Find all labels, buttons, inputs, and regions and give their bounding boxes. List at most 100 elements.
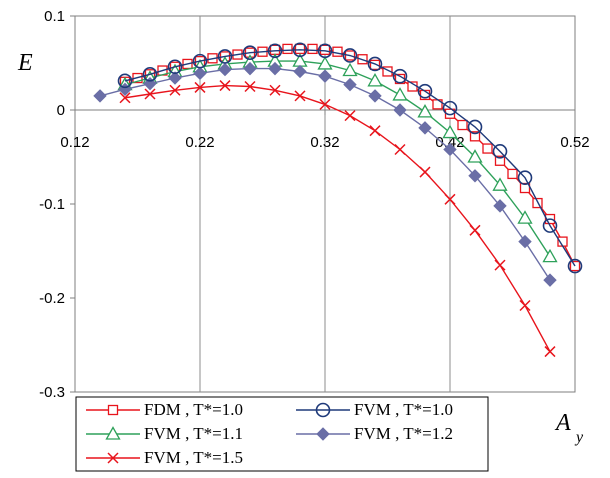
data-point: [482, 143, 493, 154]
data-point: [418, 121, 432, 135]
x-tick-label: 0.22: [185, 134, 214, 151]
data-point: [507, 168, 518, 180]
series-4: [93, 61, 557, 287]
data-point: [269, 44, 281, 55]
data-point: [468, 169, 482, 183]
data-point: [292, 42, 308, 58]
series-2: [117, 42, 583, 274]
legend-marker: [315, 402, 331, 418]
data-point: [493, 199, 507, 213]
data-point: [269, 84, 281, 96]
data-point: [243, 61, 257, 76]
data-point: [369, 59, 381, 71]
legend-item: FVM , T*=1.2: [296, 424, 453, 443]
x-tick-labels: 0.12 0.22 0.32 0.42 0.52: [60, 134, 589, 151]
legend-marker: [107, 452, 119, 464]
data-point: [294, 90, 306, 102]
data-point: [467, 149, 483, 163]
legend-marker: [316, 427, 330, 441]
data-point: [492, 177, 508, 191]
x-tick-label: 0.32: [310, 134, 339, 151]
x-axis-label: A y: [554, 410, 584, 446]
data-point: [342, 48, 358, 63]
legend-label: FVM , T*=1.5: [144, 448, 243, 467]
y-tick-labels: 0.1 0 -0.1 -0.2 -0.3: [39, 8, 65, 401]
legend-marker: [107, 404, 119, 416]
data-point: [318, 69, 332, 83]
data-point: [267, 43, 283, 59]
data-point: [469, 131, 481, 142]
x-axis-label-main: A: [554, 410, 571, 436]
data-point: [268, 61, 282, 76]
data-point: [369, 125, 381, 137]
data-point: [569, 260, 581, 272]
y-tick-label: -0.3: [39, 384, 65, 401]
series-line: [124, 84, 551, 352]
data-point: [393, 103, 407, 117]
data-point: [442, 100, 458, 116]
data-point: [467, 119, 483, 135]
x-tick-label: 0.42: [435, 134, 464, 151]
data-point: [117, 73, 133, 89]
data-point: [244, 80, 256, 93]
series-5: [119, 80, 556, 358]
data-point: [194, 81, 206, 93]
data-point: [144, 88, 156, 100]
x-tick-label: 0.52: [560, 134, 589, 151]
legend-label: FVM , T*=1.0: [354, 400, 453, 419]
legend-label: FVM , T*=1.2: [354, 424, 453, 443]
legend: FDM , T*=1.0 FVM , T*=1.0 FVM , T*=1.1 FVM …: [75, 396, 489, 472]
data-point: [542, 218, 558, 233]
data-point: [119, 92, 131, 104]
legend-marker: [105, 426, 121, 440]
data-point: [294, 43, 306, 55]
data-point: [494, 259, 506, 271]
data-point: [442, 124, 458, 139]
data-point: [307, 43, 318, 55]
legend-item: FVM , T*=1.5: [86, 448, 243, 467]
data-point: [469, 224, 481, 236]
data-point: [518, 234, 532, 249]
data-point: [368, 89, 382, 103]
data-point: [319, 98, 331, 110]
y-tick-label: -0.1: [39, 196, 65, 213]
data-point: [332, 46, 343, 57]
data-point: [519, 299, 531, 312]
legend-item: FVM , T*=1.0: [296, 400, 453, 419]
y-tick-label: 0.1: [44, 8, 65, 25]
data-point: [317, 56, 333, 70]
y-tick-label: 0: [57, 102, 65, 119]
legend-label: FVM , T*=1.1: [144, 424, 243, 443]
data-point: [367, 56, 383, 72]
data-point: [567, 258, 583, 274]
data-point: [218, 62, 232, 77]
data-point: [392, 87, 408, 101]
data-point: [317, 43, 333, 59]
data-point: [394, 143, 406, 156]
axes: [70, 15, 576, 393]
data-point: [219, 80, 231, 92]
legend-box: [75, 396, 489, 472]
x-tick-label: 0.12: [60, 134, 89, 151]
data-point: [517, 210, 533, 224]
data-point: [282, 43, 293, 55]
data-point: [444, 193, 456, 205]
data-point: [543, 273, 557, 287]
legend-label: FDM , T*=1.0: [144, 400, 243, 419]
data-point: [443, 142, 457, 157]
data-point: [343, 77, 357, 92]
data-point: [167, 59, 183, 75]
data-point: [517, 170, 533, 185]
legend-item: FVM , T*=1.1: [86, 424, 243, 443]
y-axis-label: E: [17, 50, 33, 76]
legend-item: FDM , T*=1.0: [86, 400, 243, 419]
data-point: [494, 155, 506, 166]
data-point: [142, 66, 158, 82]
data-point: [169, 84, 181, 96]
data-point: [168, 71, 182, 85]
data-point: [293, 64, 307, 79]
data-point: [382, 66, 393, 77]
data-point: [242, 45, 258, 60]
data-point: [367, 73, 383, 87]
